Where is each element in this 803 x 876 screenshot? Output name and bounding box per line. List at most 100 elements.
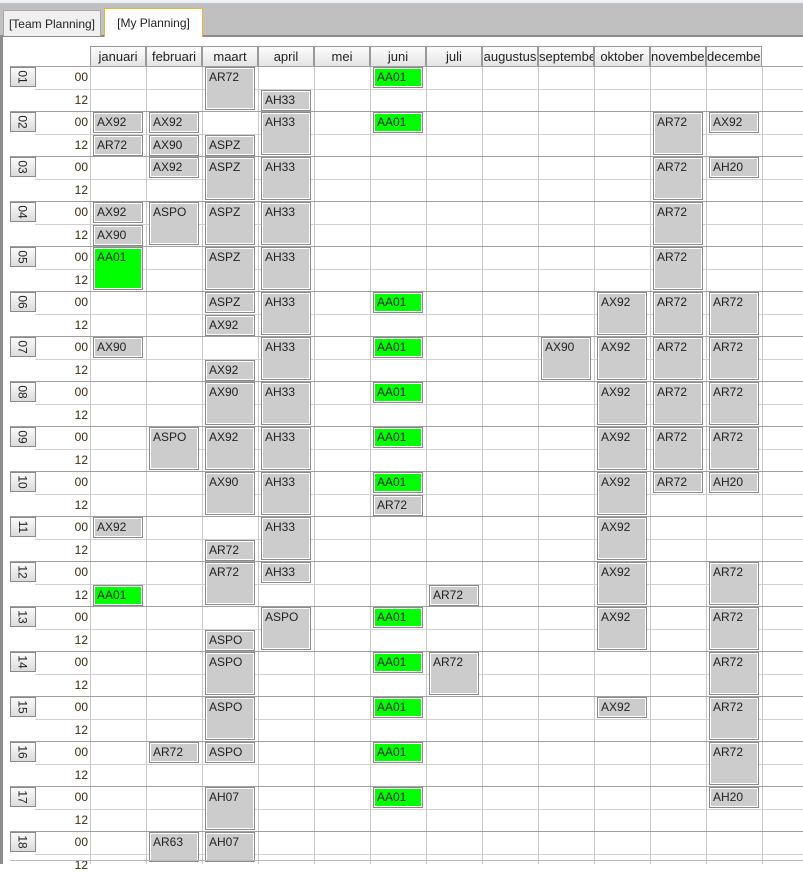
planning-block-ah20[interactable]: AH20 [709,472,759,493]
planning-block-aspz[interactable]: ASPZ [205,202,255,245]
planning-block-ax92[interactable]: AX92 [93,112,143,133]
planning-block-aspo[interactable]: ASPO [205,742,255,763]
month-header-april[interactable]: april [258,46,314,66]
day-button-01[interactable]: 01 [10,67,36,87]
planning-block-ar72[interactable]: AR72 [709,742,759,785]
day-button-07[interactable]: 07 [10,337,36,357]
planning-block-ah33[interactable]: AH33 [261,292,311,335]
planning-block-aa01[interactable]: AA01 [373,292,423,313]
planning-block-ax92[interactable]: AX92 [597,337,647,380]
planning-block-ax92[interactable]: AX92 [709,112,759,133]
planning-block-ah33[interactable]: AH33 [261,427,311,470]
planning-block-aspo[interactable]: ASPO [205,630,255,651]
planning-block-ar72[interactable]: AR72 [709,652,759,695]
planning-block-aa01[interactable]: AA01 [373,67,423,88]
planning-block-ar72[interactable]: AR72 [709,607,759,650]
day-button-14[interactable]: 14 [10,652,36,672]
planning-block-ax90[interactable]: AX90 [205,382,255,425]
planning-block-aspz[interactable]: ASPZ [205,135,255,156]
planning-block-ax92[interactable]: AX92 [93,517,143,538]
planning-block-ah07[interactable]: AH07 [205,832,255,862]
planning-block-ar72[interactable]: AR72 [373,495,423,516]
planning-block-aa01[interactable]: AA01 [373,652,423,673]
planning-block-aa01[interactable]: AA01 [373,607,423,628]
planning-block-ar72[interactable]: AR72 [653,337,703,380]
month-header-november[interactable]: november [650,46,706,66]
planning-block-ar72[interactable]: AR72 [93,135,143,156]
planning-block-aspo[interactable]: ASPO [205,652,255,695]
planning-block-ax90[interactable]: AX90 [149,135,199,156]
day-button-06[interactable]: 06 [10,292,36,312]
planning-block-ar72[interactable]: AR72 [205,562,255,605]
planning-block-aspo[interactable]: ASPO [261,607,311,650]
day-button-05[interactable]: 05 [10,247,36,267]
planning-block-ax92[interactable]: AX92 [597,472,647,515]
planning-block-ax92[interactable]: AX92 [205,315,255,336]
planning-block-ax92[interactable]: AX92 [597,607,647,650]
planning-block-ah33[interactable]: AH33 [261,247,311,290]
planning-block-ar72[interactable]: AR72 [653,472,703,493]
planning-block-ar72[interactable]: AR72 [709,337,759,380]
planning-block-aa01[interactable]: AA01 [373,427,423,448]
day-button-02[interactable]: 02 [10,112,36,132]
planning-block-ah20[interactable]: AH20 [709,157,759,178]
planning-block-ar72[interactable]: AR72 [709,562,759,605]
planning-block-ar72[interactable]: AR72 [653,112,703,155]
planning-block-ar72[interactable]: AR72 [709,427,759,470]
planning-block-ar72[interactable]: AR72 [653,157,703,200]
month-header-december[interactable]: december [706,46,762,66]
planning-block-ax92[interactable]: AX92 [205,360,255,381]
planning-block-ar72[interactable]: AR72 [709,382,759,425]
planning-block-ar72[interactable]: AR72 [709,292,759,335]
planning-block-ax90[interactable]: AX90 [93,337,143,358]
month-header-mei[interactable]: mei [314,46,370,66]
planning-block-ax92[interactable]: AX92 [149,112,199,133]
planning-block-ar72[interactable]: AR72 [653,202,703,245]
planning-block-ah33[interactable]: AH33 [261,517,311,560]
planning-block-ax92[interactable]: AX92 [597,562,647,605]
planning-block-ah33[interactable]: AH33 [261,202,311,245]
planning-block-ar63[interactable]: AR63 [149,832,199,862]
planning-block-ax92[interactable]: AX92 [597,292,647,335]
day-button-04[interactable]: 04 [10,202,36,222]
planning-block-ar72[interactable]: AR72 [149,742,199,763]
planning-block-aa01[interactable]: AA01 [93,585,143,606]
planning-block-aa01[interactable]: AA01 [373,382,423,403]
planning-block-ar72[interactable]: AR72 [205,67,255,110]
day-button-10[interactable]: 10 [10,472,36,492]
month-header-augustus[interactable]: augustus [482,46,538,66]
planning-block-aa01[interactable]: AA01 [93,247,143,290]
planning-block-ar72[interactable]: AR72 [653,382,703,425]
planning-block-ax92[interactable]: AX92 [597,427,647,470]
planning-block-aspz[interactable]: ASPZ [205,157,255,200]
planning-block-ah33[interactable]: AH33 [261,112,311,155]
planning-block-ar72[interactable]: AR72 [653,427,703,470]
planning-block-aa01[interactable]: AA01 [373,697,423,718]
planning-block-ax90[interactable]: AX90 [205,472,255,515]
month-header-oktober[interactable]: oktober [594,46,650,66]
planning-block-aspz[interactable]: ASPZ [205,247,255,290]
month-header-maart[interactable]: maart [202,46,258,66]
planning-block-ar72[interactable]: AR72 [429,652,479,695]
planning-block-aspo[interactable]: ASPO [149,202,199,245]
day-button-16[interactable]: 16 [10,742,36,762]
planning-block-ah33[interactable]: AH33 [261,382,311,425]
month-header-september[interactable]: september [538,46,594,66]
planning-block-ah33[interactable]: AH33 [261,472,311,515]
planning-block-ah33[interactable]: AH33 [261,157,311,200]
planning-block-aa01[interactable]: AA01 [373,472,423,493]
planning-block-ax92[interactable]: AX92 [597,517,647,560]
day-button-08[interactable]: 08 [10,382,36,402]
planning-block-ax92[interactable]: AX92 [597,382,647,425]
day-button-13[interactable]: 13 [10,607,36,627]
day-button-18[interactable]: 18 [10,832,36,852]
tab-my-planning[interactable]: [My Planning] [104,8,203,37]
planning-block-aa01[interactable]: AA01 [373,112,423,133]
tab-team-planning[interactable]: [Team Planning] [3,10,101,36]
planning-block-aspz[interactable]: ASPZ [205,292,255,313]
planning-block-ax92[interactable]: AX92 [597,697,647,718]
planning-block-ah33[interactable]: AH33 [261,90,311,111]
day-button-17[interactable]: 17 [10,787,36,807]
planning-block-ah33[interactable]: AH33 [261,562,311,583]
planning-block-aspo[interactable]: ASPO [205,697,255,740]
